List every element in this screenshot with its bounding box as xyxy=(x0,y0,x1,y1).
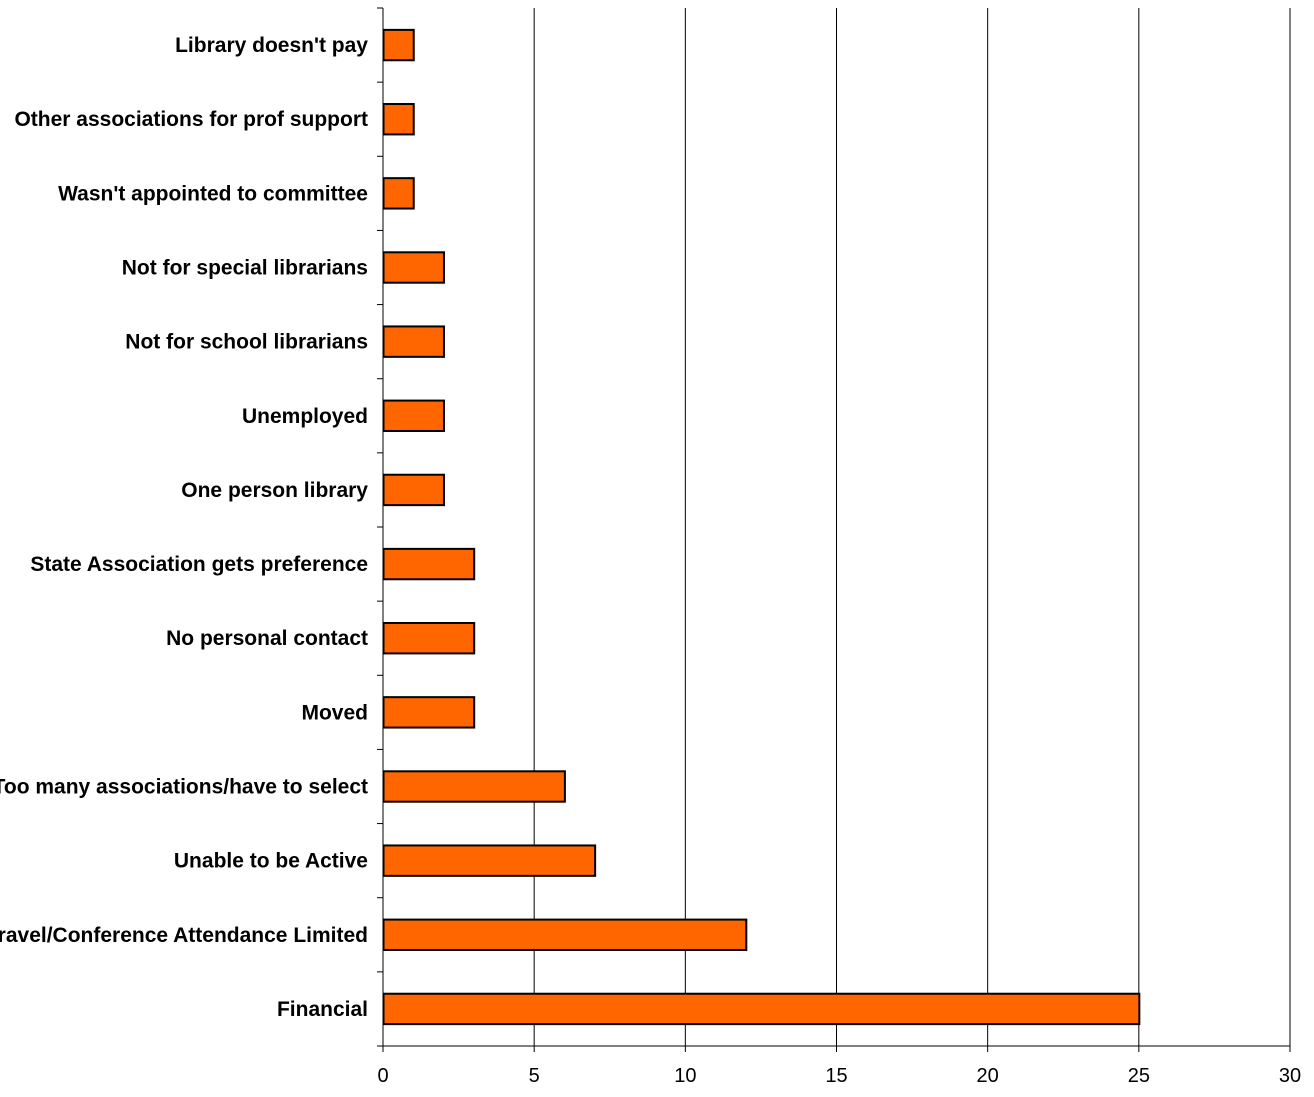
category-label: Wasn't appointed to committee xyxy=(58,182,368,205)
x-tick-label: 25 xyxy=(1128,1065,1150,1087)
bar xyxy=(382,28,415,62)
category-label: Not for special librarians xyxy=(122,257,368,280)
x-tick-label: 20 xyxy=(977,1065,999,1087)
category-label: Unable to be Active xyxy=(174,850,368,873)
category-label: Moved xyxy=(301,701,368,724)
bar xyxy=(382,770,566,803)
bar xyxy=(382,399,445,432)
x-tick-label: 30 xyxy=(1279,1065,1301,1087)
category-label: Library doesn't pay xyxy=(175,34,368,57)
bar xyxy=(382,844,597,877)
bar xyxy=(382,473,445,507)
category-label: No personal contact xyxy=(166,627,368,650)
bar xyxy=(382,992,1141,1026)
category-label: State Association gets preference xyxy=(30,553,368,576)
category-labels: Library doesn't pay Other associations fo… xyxy=(0,34,368,1021)
category-label: Other associations for prof support xyxy=(14,108,368,131)
bar xyxy=(382,251,445,284)
bar xyxy=(382,918,748,951)
bar xyxy=(382,177,415,210)
category-label: Travel/Conference Attendance Limited xyxy=(0,924,368,947)
grid-lines xyxy=(533,8,1291,1046)
category-label: Unemployed xyxy=(242,405,368,428)
bar xyxy=(382,696,476,729)
tick-labels: 0 5 10 15 20 25 30 xyxy=(377,1065,1301,1087)
x-tick-label: 5 xyxy=(529,1065,540,1087)
bar xyxy=(382,547,476,581)
category-label: Not for school librarians xyxy=(125,331,368,354)
category-label: Financial xyxy=(277,998,368,1021)
bar xyxy=(382,622,476,655)
category-label: One person library xyxy=(181,479,368,502)
bar xyxy=(382,103,415,136)
category-label: Too many associations/have to select xyxy=(0,776,368,799)
axes xyxy=(377,7,1291,1052)
bars xyxy=(382,28,1141,1026)
x-tick-label: 0 xyxy=(377,1065,388,1087)
bar xyxy=(382,325,445,358)
x-tick-label: 15 xyxy=(825,1065,847,1087)
x-tick-label: 10 xyxy=(674,1065,696,1087)
